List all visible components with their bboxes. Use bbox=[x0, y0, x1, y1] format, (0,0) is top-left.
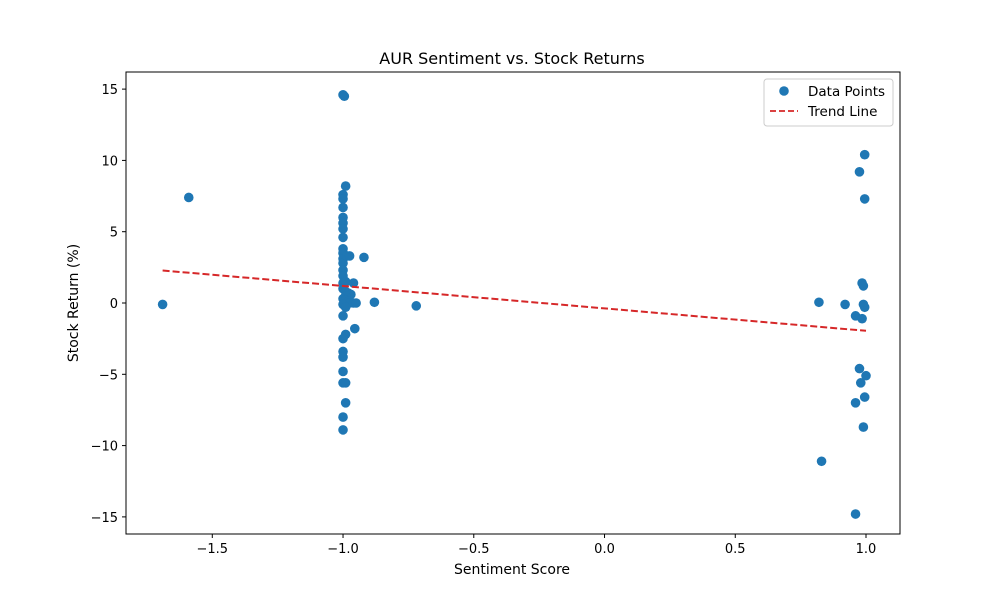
legend: Data Points Trend Line bbox=[763, 78, 894, 127]
y-axis: −15 −10 −5 0 5 10 15 bbox=[91, 83, 126, 526]
x-axis-label: Sentiment Score bbox=[454, 562, 570, 578]
data-point bbox=[857, 313, 867, 324]
data-point bbox=[338, 311, 348, 321]
data-point bbox=[411, 301, 422, 311]
x-tick-label: 0.5 bbox=[725, 542, 746, 557]
legend-label-trend-line: Trend Line bbox=[807, 104, 877, 120]
data-point bbox=[344, 251, 355, 261]
data-point bbox=[858, 281, 869, 291]
data-point bbox=[859, 194, 870, 204]
data-point bbox=[338, 333, 348, 344]
data-point bbox=[183, 192, 194, 203]
x-tick-label: 1.0 bbox=[856, 542, 877, 557]
data-point bbox=[157, 299, 168, 310]
x-tick-label: −1.0 bbox=[327, 542, 359, 557]
data-point bbox=[816, 456, 827, 467]
data-point bbox=[858, 422, 869, 432]
x-tick-label: 0.0 bbox=[594, 542, 615, 557]
y-tick-label: −15 bbox=[91, 511, 118, 526]
y-tick-label: 5 bbox=[110, 226, 118, 241]
data-point bbox=[814, 297, 824, 308]
plot-area-frame bbox=[125, 71, 901, 535]
data-point bbox=[339, 91, 350, 102]
y-tick-label: 10 bbox=[101, 154, 118, 169]
data-point bbox=[338, 425, 348, 435]
legend-label-data-points: Data Points bbox=[808, 84, 885, 100]
trend-line bbox=[162, 269, 867, 332]
x-tick-label: −0.5 bbox=[458, 542, 490, 557]
data-point bbox=[338, 202, 348, 213]
data-point bbox=[855, 378, 866, 388]
data-point bbox=[340, 398, 351, 408]
data-point bbox=[340, 181, 351, 191]
x-tick-label: −1.5 bbox=[197, 542, 229, 557]
data-point bbox=[351, 298, 361, 308]
data-point bbox=[861, 370, 871, 381]
data-point bbox=[338, 232, 348, 243]
data-point bbox=[338, 258, 348, 268]
data-point bbox=[340, 302, 351, 313]
data-point bbox=[369, 297, 380, 308]
data-point bbox=[854, 167, 865, 177]
data-point bbox=[348, 278, 359, 288]
y-tick-label: −5 bbox=[99, 368, 118, 383]
data-point bbox=[859, 302, 870, 313]
y-axis-label: Stock Return (%) bbox=[66, 244, 82, 362]
y-tick-label: −10 bbox=[91, 440, 118, 455]
data-point bbox=[338, 194, 348, 204]
legend-marker-data-points bbox=[779, 86, 789, 96]
data-point bbox=[359, 252, 369, 263]
data-point bbox=[338, 352, 348, 362]
plot-marks bbox=[157, 90, 871, 519]
data-point bbox=[850, 509, 861, 519]
data-point bbox=[840, 299, 850, 310]
x-axis: −1.5 −1.0 −0.5 0.0 0.5 1.0 bbox=[197, 534, 877, 557]
data-point bbox=[340, 378, 351, 388]
data-point bbox=[338, 224, 348, 234]
data-point bbox=[338, 412, 348, 422]
data-point bbox=[850, 398, 861, 408]
data-point bbox=[350, 323, 360, 334]
data-point bbox=[338, 366, 348, 377]
data-point bbox=[859, 392, 870, 402]
data-point bbox=[854, 363, 865, 374]
chart-title: AUR Sentiment vs. Stock Returns bbox=[379, 49, 644, 68]
data-point bbox=[859, 149, 870, 160]
y-tick-label: 0 bbox=[110, 297, 118, 312]
y-tick-label: 15 bbox=[101, 83, 118, 98]
legend-box bbox=[763, 78, 894, 127]
